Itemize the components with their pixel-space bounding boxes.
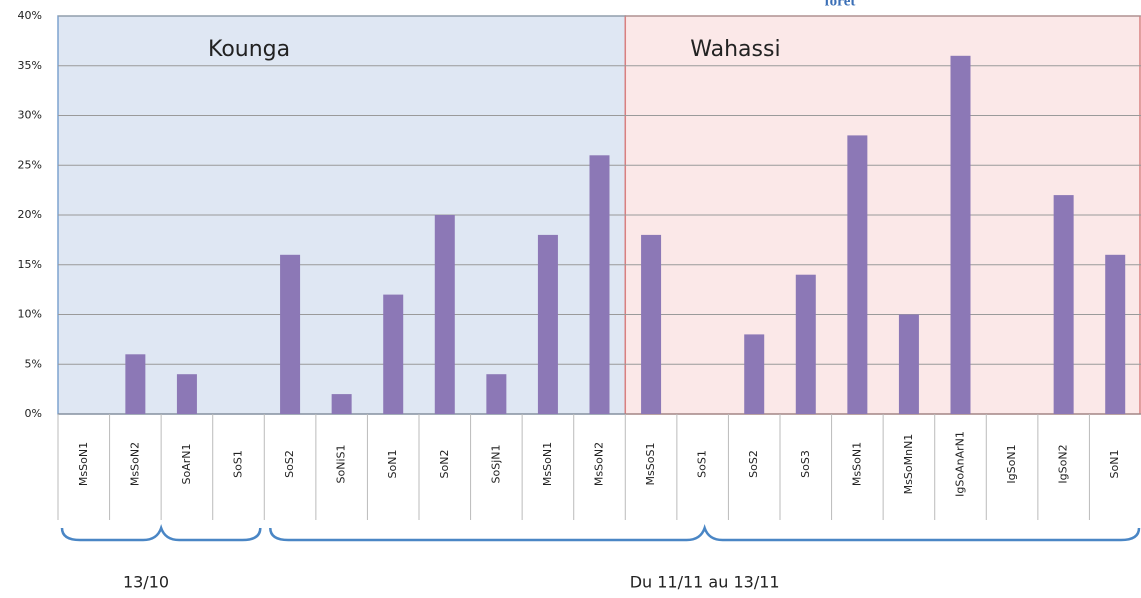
y-tick-label: 30%	[18, 109, 42, 122]
bar	[434, 215, 455, 414]
bar	[176, 374, 197, 414]
bar	[331, 394, 352, 414]
x-tick-label: SoN1	[386, 450, 399, 479]
x-tick-label: MsSoMnN1	[902, 434, 915, 495]
x-tick-label: MsSoN1	[77, 442, 90, 486]
bar	[1105, 254, 1126, 414]
x-tick-label: MsSoN2	[593, 442, 606, 486]
region-label: Kounga	[208, 37, 290, 62]
y-tick-label: 35%	[18, 59, 42, 72]
period-brace	[269, 524, 1141, 542]
bar	[125, 354, 146, 414]
x-tick-label: MsSoN1	[541, 442, 554, 486]
y-tick-label: 10%	[18, 308, 42, 321]
bar	[641, 234, 662, 414]
period-brace	[60, 524, 262, 542]
x-tick-label: SoS1	[232, 450, 245, 478]
bar	[280, 254, 301, 414]
x-tick-label: SoN2	[438, 450, 451, 479]
x-tick-label: MsSoS1	[644, 443, 657, 486]
y-tick-label: 25%	[18, 158, 42, 171]
x-tick-label: IgSoN1	[1005, 444, 1018, 483]
x-tick-label: SoS1	[696, 450, 709, 478]
bar	[383, 294, 404, 414]
y-tick-label: 20%	[18, 208, 42, 221]
x-tick-label: IgSoAnArN1	[954, 431, 967, 497]
x-tick-label: SoS2	[283, 450, 296, 478]
bar	[486, 374, 507, 414]
x-tick-label: SoS3	[799, 450, 812, 478]
y-tick-label: 15%	[18, 258, 42, 271]
bar	[537, 234, 558, 414]
x-tick-label: MsSoN1	[850, 442, 863, 486]
y-tick-label: 0%	[25, 407, 42, 420]
x-tick-label: IgSoN2	[1057, 444, 1070, 483]
x-tick-label: MsSoN2	[128, 442, 141, 486]
x-tick-label: SoSjN1	[489, 445, 502, 484]
period-label: Du 11/11 au 13/11	[630, 573, 780, 592]
period-label: 13/10	[123, 573, 169, 592]
x-tick-label: SoArN1	[180, 444, 193, 485]
bar	[950, 55, 971, 415]
bar	[1053, 195, 1074, 414]
x-tick-label: SoS2	[747, 450, 760, 478]
bar	[795, 274, 816, 414]
x-tick-label: SoNiS1	[335, 445, 348, 484]
bar	[744, 334, 765, 414]
bar	[847, 135, 868, 414]
region-label: Wahassi	[690, 37, 780, 62]
y-tick-label: 40%	[18, 9, 42, 22]
cut-note: forêt	[825, 0, 856, 9]
bar	[589, 155, 610, 415]
x-tick-label: SoN1	[1108, 450, 1121, 479]
y-tick-label: 5%	[25, 357, 42, 370]
bar	[898, 314, 919, 414]
